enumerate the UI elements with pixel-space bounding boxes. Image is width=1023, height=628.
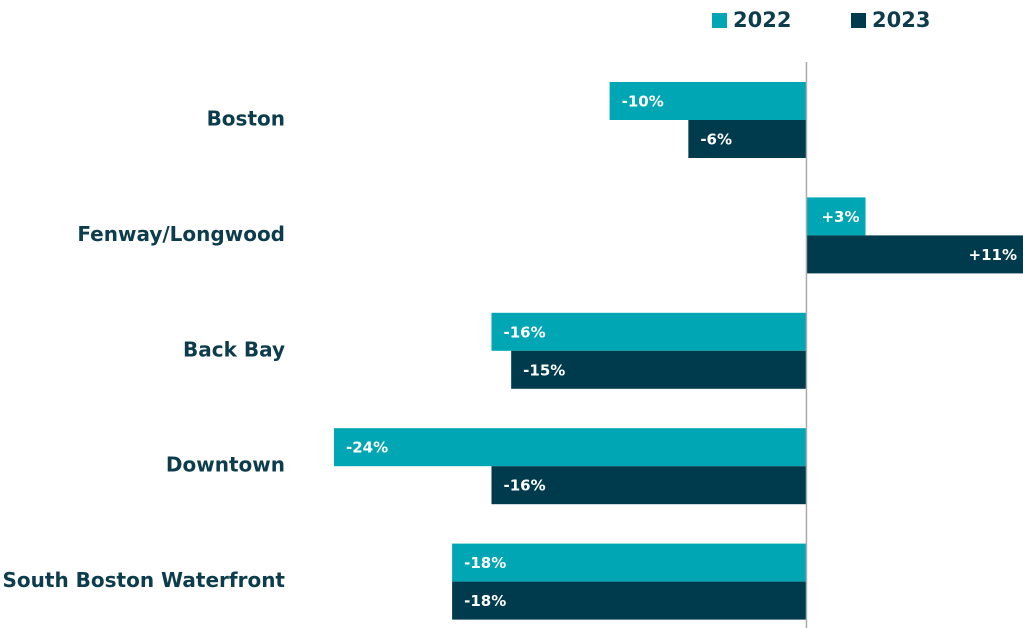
legend-label: 2023: [872, 8, 930, 32]
legend-label: 2022: [733, 8, 791, 32]
category-label: Back Bay: [183, 337, 285, 361]
category-label: South Boston Waterfront: [3, 568, 286, 592]
value-label: -16%: [503, 477, 545, 495]
value-label: -24%: [346, 439, 388, 457]
value-label: -6%: [700, 131, 732, 149]
bar: [511, 350, 807, 389]
value-label: -18%: [464, 554, 506, 572]
bar: [491, 466, 807, 505]
value-label: -16%: [503, 323, 545, 341]
category-label: Downtown: [166, 453, 285, 477]
bar: [334, 428, 807, 467]
value-label: -15%: [523, 361, 565, 379]
legend-swatch: [851, 13, 866, 28]
bar: [491, 312, 807, 351]
value-label: +3%: [821, 208, 859, 226]
bar: [452, 543, 807, 582]
value-label: +11%: [969, 246, 1017, 264]
category-label: Fenway/Longwood: [77, 222, 285, 246]
bar: [806, 197, 866, 236]
legend-swatch: [712, 13, 727, 28]
value-label: -18%: [464, 592, 506, 610]
value-label: -10%: [622, 93, 664, 111]
bar: [452, 581, 807, 620]
bar: [806, 235, 1023, 274]
category-label: Boston: [207, 107, 285, 131]
bar: [609, 82, 807, 120]
bar: [688, 120, 807, 158]
